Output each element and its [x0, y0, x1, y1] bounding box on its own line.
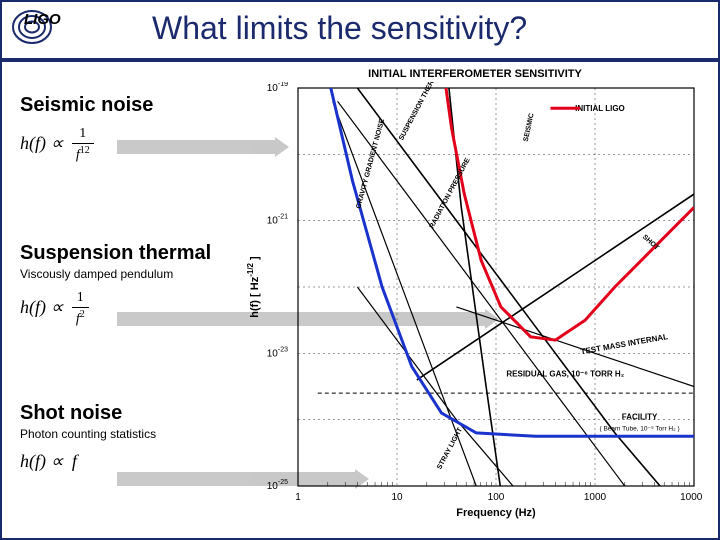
slide-body: Seismic noise h(f) ∝ 1 f12 Suspension th… — [2, 62, 718, 538]
sensitivity-plot: INITIAL INTERFEROMETER SENSITIVITY 1 10 10… — [242, 68, 708, 532]
plot-area: 1 10 100 1000 10000 10-19 10-21 10-23 10-25 Frequ… — [242, 82, 702, 522]
svg-text:10-19: 10-19 — [267, 82, 288, 94]
svg-text:10-25: 10-25 — [267, 479, 288, 492]
svg-text:1000: 1000 — [584, 492, 607, 503]
label-shot: Shot noise Photon counting statistics h(… — [20, 402, 156, 472]
svg-text:FACILITY: FACILITY — [622, 413, 658, 422]
ligo-logo: LIGO — [10, 8, 76, 46]
svg-text:STRAY LIGHT: STRAY LIGHT — [436, 426, 464, 470]
svg-text:10000: 10000 — [680, 492, 702, 503]
svg-text:10-23: 10-23 — [267, 346, 288, 359]
svg-text:INITIAL LIGO: INITIAL LIGO — [575, 104, 625, 113]
shot-formula: h(f) ∝ f — [20, 451, 156, 472]
suspension-subheading: Viscously damped pendulum — [20, 267, 211, 281]
suspension-heading: Suspension thermal — [20, 242, 211, 265]
seismic-heading: Seismic noise — [20, 94, 153, 117]
svg-text:100: 100 — [488, 492, 505, 503]
svg-text:1: 1 — [295, 492, 301, 503]
shot-subheading: Photon counting statistics — [20, 427, 156, 441]
plot-title: INITIAL INTERFEROMETER SENSITIVITY — [242, 68, 708, 80]
slide-title: What limits the sensitivity? — [152, 10, 527, 47]
svg-text:SUSPENSION THERMAL: SUSPENSION THERMAL — [398, 82, 443, 142]
svg-text:RESIDUAL GAS, 10⁻⁶ TORR H₂: RESIDUAL GAS, 10⁻⁶ TORR H₂ — [506, 370, 624, 379]
svg-text:Frequency (Hz): Frequency (Hz) — [456, 507, 536, 519]
svg-text:LIGO: LIGO — [24, 11, 61, 28]
svg-text:10-21: 10-21 — [267, 214, 288, 227]
svg-text:h(f) [ Hz-1/2 ]: h(f) [ Hz-1/2 ] — [246, 256, 261, 318]
header: LIGO What limits the sensitivity? — [2, 2, 718, 62]
slide: LIGO What limits the sensitivity? Seismi… — [0, 0, 720, 540]
svg-text:10: 10 — [391, 492, 403, 503]
svg-text:SEISMIC: SEISMIC — [523, 113, 536, 143]
shot-heading: Shot noise — [20, 402, 156, 425]
svg-text:TEST MASS INTERNAL: TEST MASS INTERNAL — [580, 332, 669, 356]
svg-text:( Beam Tube, 10⁻⁹ Torr H₂ ): ( Beam Tube, 10⁻⁹ Torr H₂ ) — [599, 426, 679, 433]
